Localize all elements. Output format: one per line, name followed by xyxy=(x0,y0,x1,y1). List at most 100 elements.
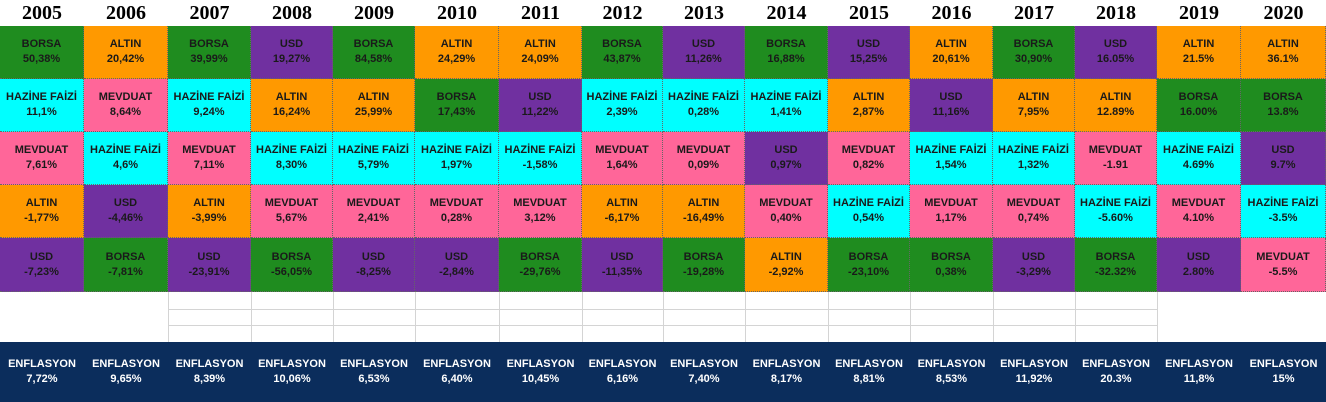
asset-label: ALTIN xyxy=(935,38,967,50)
cell-hazi-ne-fai-zi: HAZİNE FAİZİ 1,54% xyxy=(910,132,993,185)
spreadsheet-gridline xyxy=(745,292,746,342)
asset-label: ALTIN xyxy=(852,91,885,103)
return-value: 5,67% xyxy=(275,212,308,224)
return-value: 0,54% xyxy=(852,212,885,224)
cell-hazi-ne-fai-zi: HAZİNE FAİZİ 2,39% xyxy=(582,79,663,132)
year-header: 2011 xyxy=(521,2,560,24)
return-value: 7,11% xyxy=(193,159,225,171)
cell-mevduat: MEVDUAT -1.91 xyxy=(1075,132,1157,185)
asset-label: MEVDUAT xyxy=(924,197,978,209)
asset-label: ALTIN xyxy=(606,197,638,209)
spreadsheet-gridline xyxy=(168,325,1157,326)
asset-label: BORSA xyxy=(436,91,477,103)
asset-label: BORSA xyxy=(105,250,146,263)
return-value: -3,29% xyxy=(1016,265,1051,278)
inflation-cell: ENFLASYON 20.3% xyxy=(1075,342,1157,402)
asset-label: ALTIN xyxy=(1182,38,1215,50)
asset-label: HAZİNE FAİZİ xyxy=(421,144,492,156)
cell-mevduat: MEVDUAT 7,61% xyxy=(0,132,84,185)
cell-altin: ALTIN 24,09% xyxy=(499,26,582,79)
spreadsheet-gridline xyxy=(168,292,169,342)
return-value: -11,35% xyxy=(601,265,643,278)
return-value: 1,32% xyxy=(1017,159,1050,171)
cell-borsa: BORSA 0,38% xyxy=(910,238,993,292)
inflation-label: ENFLASYON xyxy=(258,358,326,370)
cell-borsa: BORSA 16,88% xyxy=(745,26,828,79)
return-value: -2,84% xyxy=(439,265,474,278)
return-value: 20,61% xyxy=(932,53,970,65)
asset-label: MEVDUAT xyxy=(14,144,69,156)
inflation-value: 11,8% xyxy=(1183,373,1215,385)
cell-borsa: BORSA 13.8% xyxy=(1241,79,1326,132)
return-value: -3.5% xyxy=(1268,212,1298,224)
asset-label: MEVDUAT xyxy=(676,144,731,156)
return-value: 13.8% xyxy=(1267,106,1299,118)
asset-label: USD xyxy=(774,144,798,156)
return-value: 12.89% xyxy=(1096,106,1135,118)
cell-borsa: BORSA 17,43% xyxy=(415,79,499,132)
asset-label: BORSA xyxy=(1178,91,1219,103)
return-value: 0,97% xyxy=(770,159,802,171)
cell-mevduat: MEVDUAT 4.10% xyxy=(1157,185,1241,238)
cell-hazi-ne-fai-zi: HAZİNE FAİZİ 9,24% xyxy=(168,79,251,132)
cell-hazi-ne-fai-zi: HAZİNE FAİZİ 0,54% xyxy=(828,185,910,238)
year-header: 2005 xyxy=(22,2,62,24)
return-value: -23,10% xyxy=(848,265,889,278)
asset-label: BORSA xyxy=(21,38,62,50)
asset-label: HAZİNE FAİZİ xyxy=(504,144,576,156)
cell-altin: ALTIN 20,42% xyxy=(84,26,168,79)
asset-label: MEVDUAT xyxy=(1256,250,1310,263)
return-value: 1,97% xyxy=(440,159,473,171)
asset-label: ALTIN xyxy=(1017,91,1050,103)
cell-hazi-ne-fai-zi: HAZİNE FAİZİ 4.69% xyxy=(1157,132,1241,185)
cell-borsa: BORSA 50,38% xyxy=(0,26,84,79)
cell-mevduat: MEVDUAT 5,67% xyxy=(251,185,333,238)
return-value: -6,17% xyxy=(604,212,640,224)
cell-altin: ALTIN 7,95% xyxy=(993,79,1075,132)
cell-borsa: BORSA 39,99% xyxy=(168,26,251,79)
return-value: 16,24% xyxy=(272,106,311,118)
cell-hazi-ne-fai-zi: HAZİNE FAİZİ 1,97% xyxy=(415,132,499,185)
return-value: 0,40% xyxy=(770,212,802,224)
asset-label: HAZİNE FAİZİ xyxy=(90,144,161,156)
inflation-cell: ENFLASYON 11,92% xyxy=(993,342,1075,402)
cell-altin: ALTIN -6,17% xyxy=(582,185,663,238)
asset-label: BORSA xyxy=(520,250,560,263)
inflation-cell: ENFLASYON 6,53% xyxy=(333,342,415,402)
asset-label: ALTIN xyxy=(440,38,473,50)
cell-mevduat: MEVDUAT 3,12% xyxy=(499,185,582,238)
cell-mevduat: MEVDUAT 7,11% xyxy=(168,132,251,185)
spreadsheet-gridline xyxy=(333,292,334,342)
return-value: 0,74% xyxy=(1017,212,1050,224)
asset-label: USD xyxy=(444,250,469,263)
return-value: -1,77% xyxy=(24,212,59,224)
year-header: 2018 xyxy=(1096,2,1136,24)
return-value: 39,99% xyxy=(190,53,228,65)
year-header: 2012 xyxy=(602,2,643,24)
cell-usd: USD 9.7% xyxy=(1241,132,1326,185)
inflation-cell: ENFLASYON 7,40% xyxy=(663,342,745,402)
return-value: -1,58% xyxy=(522,159,558,171)
cell-altin: ALTIN 2,87% xyxy=(828,79,910,132)
inflation-label: ENFLASYON xyxy=(917,358,986,370)
inflation-cell: ENFLASYON 11,8% xyxy=(1157,342,1241,402)
inflation-cell: ENFLASYON 15% xyxy=(1241,342,1326,402)
asset-label: USD xyxy=(1186,250,1211,263)
inflation-label: ENFLASYON xyxy=(1000,358,1068,370)
cell-hazi-ne-fai-zi: HAZİNE FAİZİ 5,79% xyxy=(333,132,415,185)
inflation-cell: ENFLASYON 10,06% xyxy=(251,342,333,402)
inflation-value: 11,92% xyxy=(1015,373,1053,385)
inflation-label: ENFLASYON xyxy=(670,358,738,370)
cell-usd: USD -7,23% xyxy=(0,238,84,292)
inflation-band xyxy=(0,342,1326,402)
asset-label: USD xyxy=(1103,38,1128,50)
asset-label: ALTIN xyxy=(25,197,58,209)
return-value: -7,23% xyxy=(24,265,59,278)
cell-hazi-ne-fai-zi: HAZİNE FAİZİ 1,32% xyxy=(993,132,1075,185)
asset-label: ALTIN xyxy=(1099,91,1132,103)
inflation-label: ENFLASYON xyxy=(588,358,657,370)
return-value: 11,1% xyxy=(26,106,57,118)
spreadsheet-gridline xyxy=(1075,292,1076,342)
inflation-value: 8,81% xyxy=(853,373,885,385)
